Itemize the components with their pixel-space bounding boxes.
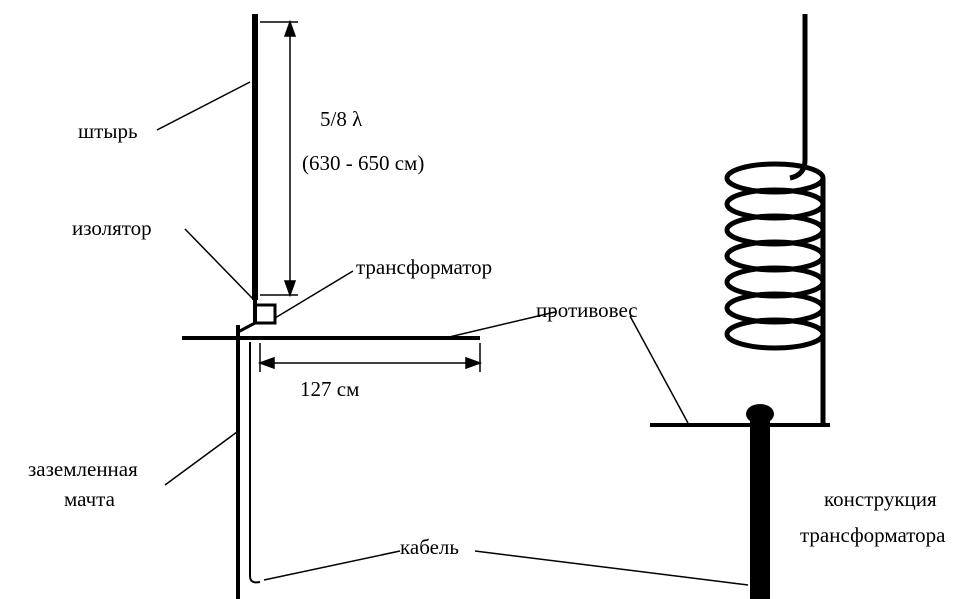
label-xfmr-det2: трансформатора [800, 522, 946, 548]
label-transformer: трансформатор [356, 254, 492, 280]
label-cable: кабель [400, 534, 459, 560]
label-length2: (630 - 650 см) [302, 150, 424, 176]
label-dim127: 127 см [300, 376, 359, 402]
label-xfmr-det1: конструкция [824, 486, 937, 512]
label-whip: штырь [78, 118, 138, 144]
label-insulator: изолятор [72, 215, 152, 241]
label-ground-mast2: мачта [64, 486, 115, 512]
mast-right [750, 414, 770, 599]
label-ground-mast1: заземленная [28, 456, 138, 482]
coil [727, 164, 823, 348]
label-counterpoise: противовес [536, 297, 638, 323]
coil-top-lead [790, 14, 805, 178]
label-length: 5/8 λ [320, 106, 362, 132]
diagram-canvas: штырь 5/8 λ (630 - 650 см) изолятор тран… [0, 0, 974, 599]
